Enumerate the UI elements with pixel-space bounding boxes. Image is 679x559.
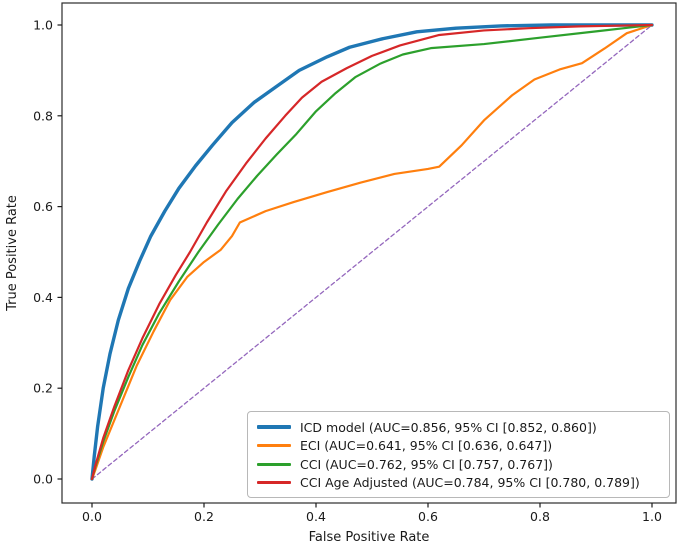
- x-tick-label-0.0: 0.0: [82, 509, 102, 524]
- legend-item-cci-age-adjusted: CCI Age Adjusted (AUC=0.784, 95% CI [0.7…: [257, 474, 661, 492]
- legend-label: CCI Age Adjusted (AUC=0.784, 95% CI [0.7…: [300, 475, 640, 491]
- x-tick-label-0.4: 0.4: [306, 509, 326, 524]
- roc-curve-icd-model: [90, 23, 654, 481]
- y-tick-label-0.8: 0.8: [33, 108, 53, 123]
- legend-line-sample-eci: [257, 444, 291, 448]
- legend: ICD model (AUC=0.856, 95% CI [0.852, 0.8…: [247, 411, 670, 498]
- legend-line-sample-cci: [257, 462, 291, 466]
- y-tick-label-0.6: 0.6: [33, 199, 53, 214]
- legend-item-eci: ECI (AUC=0.641, 95% CI [0.636, 0.647]): [257, 437, 661, 455]
- y-tick-label-1.0: 1.0: [33, 18, 53, 33]
- legend-line-sample-icd-model: [257, 425, 291, 429]
- roc-curve-cci-age-adjusted: [90, 23, 654, 481]
- y-tick-label-0.0: 0.0: [33, 472, 53, 487]
- chance-diagonal-line: [91, 24, 653, 480]
- legend-item-icd-model: ICD model (AUC=0.856, 95% CI [0.852, 0.8…: [257, 418, 661, 436]
- x-tick-label-0.2: 0.2: [194, 509, 214, 524]
- roc-curve-cci: [90, 23, 654, 481]
- legend-label: CCI (AUC=0.762, 95% CI [0.757, 0.767]): [300, 456, 553, 472]
- roc-curve-eci: [90, 23, 654, 481]
- x-tick-label-1.0: 1.0: [642, 509, 662, 524]
- legend-label: ECI (AUC=0.641, 95% CI [0.636, 0.647]): [300, 438, 553, 454]
- legend-line-sample-cci-age-adjusted: [257, 481, 291, 485]
- x-tick-label-0.8: 0.8: [530, 509, 550, 524]
- x-tick-label-0.6: 0.6: [418, 509, 438, 524]
- x-axis-label: False Positive Rate: [309, 530, 430, 545]
- y-axis-label: True Positive Rate: [5, 195, 20, 312]
- y-tick-label-0.4: 0.4: [33, 290, 53, 305]
- y-tick-label-0.2: 0.2: [33, 381, 53, 396]
- legend-label: ICD model (AUC=0.856, 95% CI [0.852, 0.8…: [300, 419, 597, 435]
- legend-item-cci: CCI (AUC=0.762, 95% CI [0.757, 0.767]): [257, 455, 661, 473]
